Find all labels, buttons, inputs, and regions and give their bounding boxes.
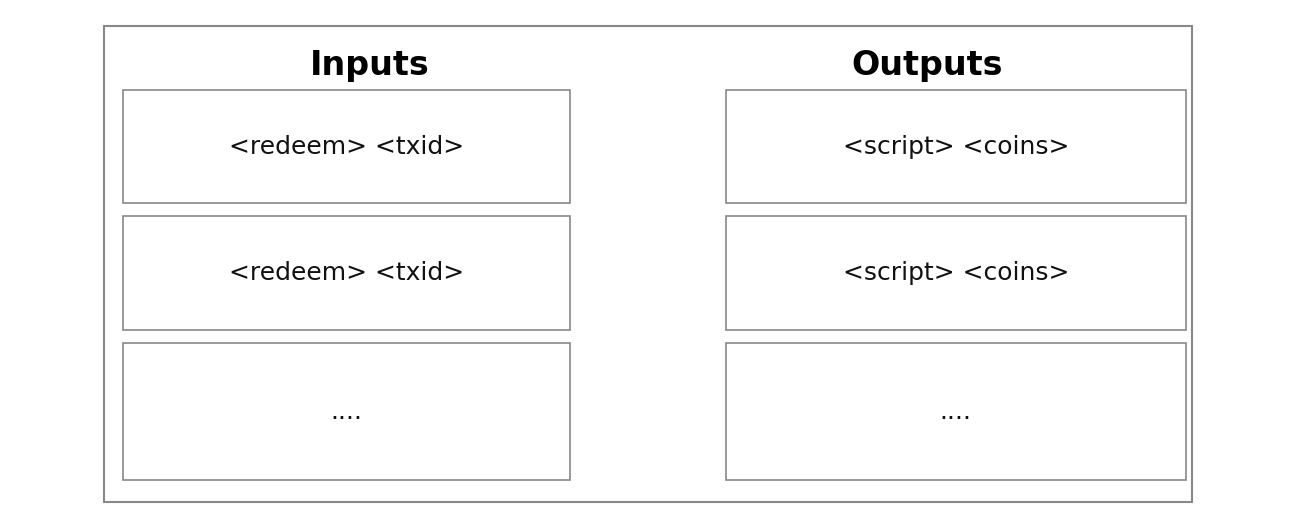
Bar: [726, 343, 1186, 480]
Text: ....: ....: [330, 400, 363, 424]
Text: Inputs: Inputs: [310, 50, 429, 82]
Text: Outputs: Outputs: [851, 50, 1002, 82]
Bar: [123, 216, 570, 330]
Bar: [726, 90, 1186, 203]
Text: <redeem> <txid>: <redeem> <txid>: [229, 261, 464, 285]
Bar: [123, 343, 570, 480]
Bar: [726, 216, 1186, 330]
Text: ....: ....: [940, 400, 972, 424]
Text: <script> <coins>: <script> <coins>: [842, 261, 1069, 285]
Text: <redeem> <txid>: <redeem> <txid>: [229, 135, 464, 158]
Text: <script> <coins>: <script> <coins>: [842, 135, 1069, 158]
Bar: [104, 26, 1192, 502]
Bar: [123, 90, 570, 203]
